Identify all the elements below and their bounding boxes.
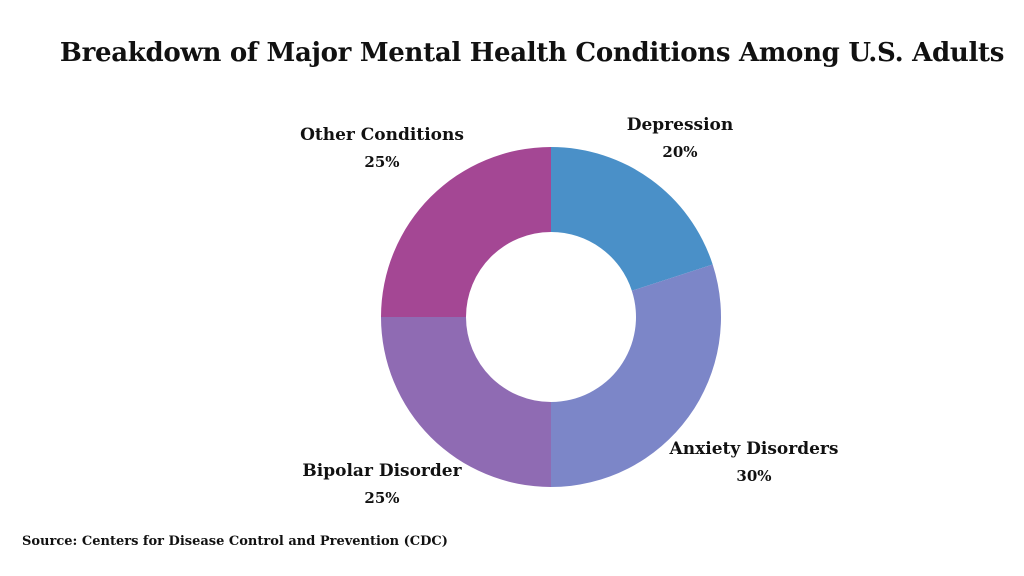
slice-value-depression: 20% [662, 143, 697, 161]
slice-anxiety-disorders [551, 264, 722, 487]
source-note: Source: Centers for Disease Control and … [22, 534, 448, 549]
slice-other-conditions [381, 147, 551, 317]
slice-value-other-conditions: 25% [364, 153, 399, 171]
slice-depression [551, 147, 713, 291]
slice-label-bipolar-disorder: Bipolar Disorder [302, 461, 462, 481]
chart-title: Breakdown of Major Mental Health Conditi… [59, 38, 1005, 68]
slice-value-anxiety-disorders: 30% [736, 467, 771, 485]
slice-value-bipolar-disorder: 25% [364, 489, 399, 507]
donut-slices [381, 147, 722, 487]
slice-labels: Depression 20% Anxiety Disorders 30% Bipolar… [300, 115, 838, 507]
slice-label-depression: Depression [627, 115, 734, 135]
slice-bipolar-disorder [381, 317, 551, 487]
slice-label-anxiety-disorders: Anxiety Disorders [669, 439, 839, 459]
slice-label-other-conditions: Other Conditions [300, 125, 464, 145]
